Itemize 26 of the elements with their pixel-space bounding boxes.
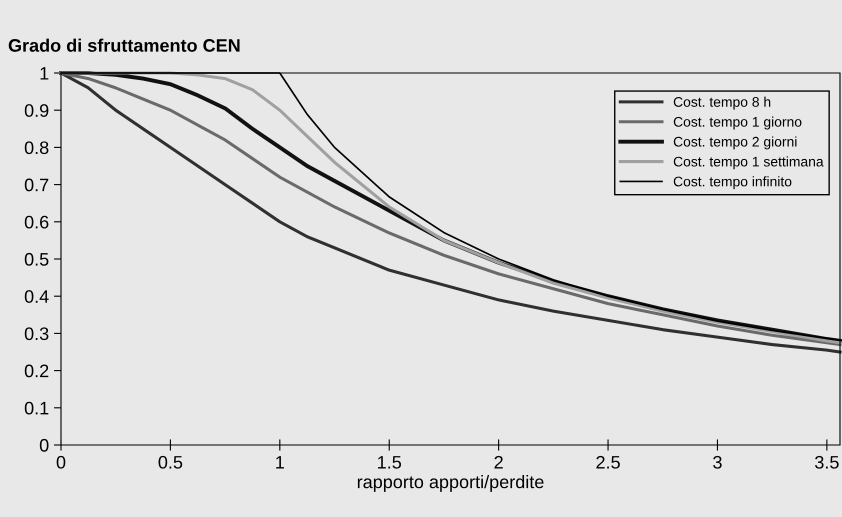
y-tick-label: 0.8 [24,141,48,154]
y-tick-label: 0.3 [24,327,48,340]
x-tick-label: 3.5 [815,456,839,469]
x-tick-label: 2.5 [596,456,620,469]
y-tick-label: 1 [40,67,48,80]
y-tick-label: 0.4 [24,290,49,303]
y-tick-label: 0.9 [24,104,48,117]
legend-label: Cost. tempo 2 giorni [674,136,796,150]
x-tick-label: 3 [713,456,722,469]
x-tick-label: 0.5 [158,456,182,469]
y-tick-label: 0.1 [24,402,48,415]
x-tick-label: 1.5 [378,456,402,469]
legend-label: Cost. tempo 1 giorno [674,116,802,130]
legend-label: Cost. tempo 8 h [674,96,770,110]
legend-label: Cost. tempo infinito [674,176,792,190]
y-tick-label: 0.6 [24,216,48,229]
y-tick-label: 0.2 [24,364,48,378]
x-tick-label: 2 [494,456,503,468]
y-tick-label: 0 [40,438,48,452]
x-tick-label: 0 [56,456,66,469]
chart-title: Grado di sfruttamento CEN [8,38,240,52]
y-tick-label: 0.5 [24,252,48,266]
y-tick-label: 0.7 [24,178,48,192]
x-axis-title: rapporto apporti/perdite [358,475,544,492]
legend-label: Cost. tempo 1 settimana [674,156,824,170]
x-tick-label: 1 [276,456,284,468]
